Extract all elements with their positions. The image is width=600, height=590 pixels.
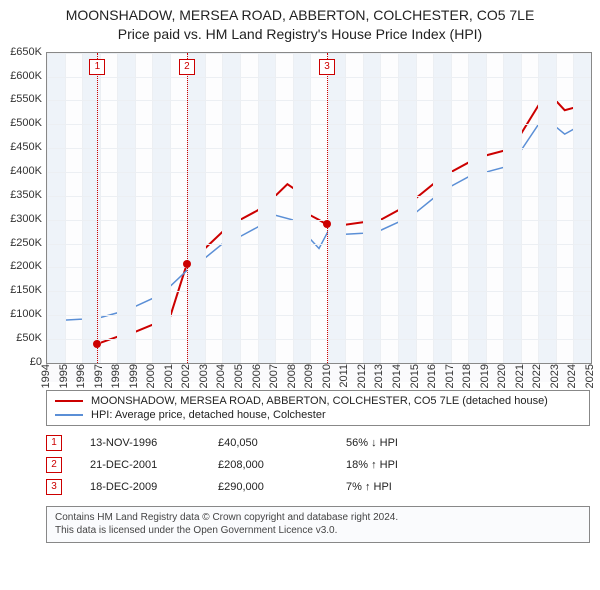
plot-inner: 1 2 3 — [46, 52, 592, 364]
x-tick-label: 2004 — [215, 364, 227, 388]
legend: MOONSHADOW, MERSEA ROAD, ABBERTON, COLCH… — [46, 390, 590, 426]
x-tick-label: 2014 — [391, 364, 403, 388]
chart-container: MOONSHADOW, MERSEA ROAD, ABBERTON, COLCH… — [0, 0, 600, 543]
event-line — [97, 53, 98, 363]
event-price: £40,050 — [218, 437, 318, 449]
y-tick-label: £450K — [10, 141, 42, 153]
event-marker-dot — [183, 260, 191, 268]
x-tick-label: 2016 — [426, 364, 438, 388]
event-date: 18-DEC-2009 — [90, 481, 190, 493]
event-line — [327, 53, 328, 363]
event-marker-square: 1 — [89, 59, 105, 75]
y-tick-label: £150K — [10, 284, 42, 296]
title-block: MOONSHADOW, MERSEA ROAD, ABBERTON, COLCH… — [0, 0, 600, 52]
y-axis-labels: £0£50K£100K£150K£200K£250K£300K£350K£400… — [0, 52, 44, 362]
x-tick-label: 2022 — [531, 364, 543, 388]
x-tick-label: 2013 — [373, 364, 385, 388]
y-tick-label: £250K — [10, 237, 42, 249]
x-tick-label: 1999 — [128, 364, 140, 388]
x-tick-label: 2011 — [338, 364, 350, 388]
legend-swatch — [55, 414, 83, 416]
x-tick-label: 2021 — [514, 364, 526, 388]
plot-area: £0£50K£100K£150K£200K£250K£300K£350K£400… — [46, 52, 590, 382]
x-axis-labels: 1994199519961997199819992000200120022003… — [46, 364, 590, 388]
title-line-1: MOONSHADOW, MERSEA ROAD, ABBERTON, COLCH… — [10, 6, 590, 25]
legend-item: HPI: Average price, detached house, Colc… — [55, 409, 581, 421]
y-tick-label: £400K — [10, 165, 42, 177]
attribution-footer: Contains HM Land Registry data © Crown c… — [46, 506, 590, 543]
x-tick-label: 2003 — [198, 364, 210, 388]
title-line-2: Price paid vs. HM Land Registry's House … — [10, 25, 590, 44]
x-tick-label: 2012 — [356, 364, 368, 388]
x-tick-label: 2000 — [145, 364, 157, 388]
x-tick-label: 2023 — [549, 364, 561, 388]
x-tick-label: 2002 — [180, 364, 192, 388]
x-tick-label: 1997 — [93, 364, 105, 388]
x-tick-label: 2009 — [303, 364, 315, 388]
event-delta: 56% ↓ HPI — [346, 437, 446, 449]
event-price: £208,000 — [218, 459, 318, 471]
x-tick-label: 2017 — [444, 364, 456, 388]
x-tick-label: 2005 — [233, 364, 245, 388]
events-table: 1 13-NOV-1996 £40,050 56% ↓ HPI 2 21-DEC-2001… — [46, 432, 590, 498]
x-tick-label: 2007 — [268, 364, 280, 388]
event-line — [187, 53, 188, 363]
event-row-number: 1 — [46, 435, 62, 451]
x-tick-label: 2008 — [286, 364, 298, 388]
event-marker-square: 3 — [319, 59, 335, 75]
legend-swatch — [55, 400, 83, 402]
y-tick-label: £50K — [16, 332, 42, 344]
y-tick-label: £600K — [10, 70, 42, 82]
event-row-number: 2 — [46, 457, 62, 473]
event-row: 2 21-DEC-2001 £208,000 18% ↑ HPI — [46, 454, 590, 476]
y-tick-label: £350K — [10, 189, 42, 201]
legend-label: HPI: Average price, detached house, Colc… — [91, 409, 326, 421]
legend-label: MOONSHADOW, MERSEA ROAD, ABBERTON, COLCH… — [91, 395, 548, 407]
event-delta: 7% ↑ HPI — [346, 481, 446, 493]
x-tick-label: 2006 — [251, 364, 263, 388]
event-marker-square: 2 — [179, 59, 195, 75]
footer-line-2: This data is licensed under the Open Gov… — [55, 524, 581, 538]
event-row-number: 3 — [46, 479, 62, 495]
y-tick-label: £500K — [10, 117, 42, 129]
event-date: 21-DEC-2001 — [90, 459, 190, 471]
x-tick-label: 2020 — [496, 364, 508, 388]
x-tick-label: 1998 — [110, 364, 122, 388]
legend-item: MOONSHADOW, MERSEA ROAD, ABBERTON, COLCH… — [55, 395, 581, 407]
x-tick-label: 2015 — [409, 364, 421, 388]
x-tick-label: 1995 — [58, 364, 70, 388]
y-tick-label: £300K — [10, 213, 42, 225]
footer-line-1: Contains HM Land Registry data © Crown c… — [55, 511, 581, 525]
x-tick-label: 2018 — [461, 364, 473, 388]
event-row: 1 13-NOV-1996 £40,050 56% ↓ HPI — [46, 432, 590, 454]
event-marker-dot — [93, 340, 101, 348]
x-tick-label: 2019 — [479, 364, 491, 388]
event-delta: 18% ↑ HPI — [346, 459, 446, 471]
y-tick-label: £650K — [10, 46, 42, 58]
x-tick-label: 2001 — [163, 364, 175, 388]
event-price: £290,000 — [218, 481, 318, 493]
event-row: 3 18-DEC-2009 £290,000 7% ↑ HPI — [46, 476, 590, 498]
event-date: 13-NOV-1996 — [90, 437, 190, 449]
event-marker-dot — [323, 220, 331, 228]
y-tick-label: £200K — [10, 260, 42, 272]
x-tick-label: 2025 — [584, 364, 596, 388]
x-tick-label: 1994 — [40, 364, 52, 388]
y-tick-label: £550K — [10, 93, 42, 105]
y-tick-label: £100K — [10, 308, 42, 320]
x-tick-label: 2024 — [566, 364, 578, 388]
x-tick-label: 1996 — [75, 364, 87, 388]
x-tick-label: 2010 — [321, 364, 333, 388]
